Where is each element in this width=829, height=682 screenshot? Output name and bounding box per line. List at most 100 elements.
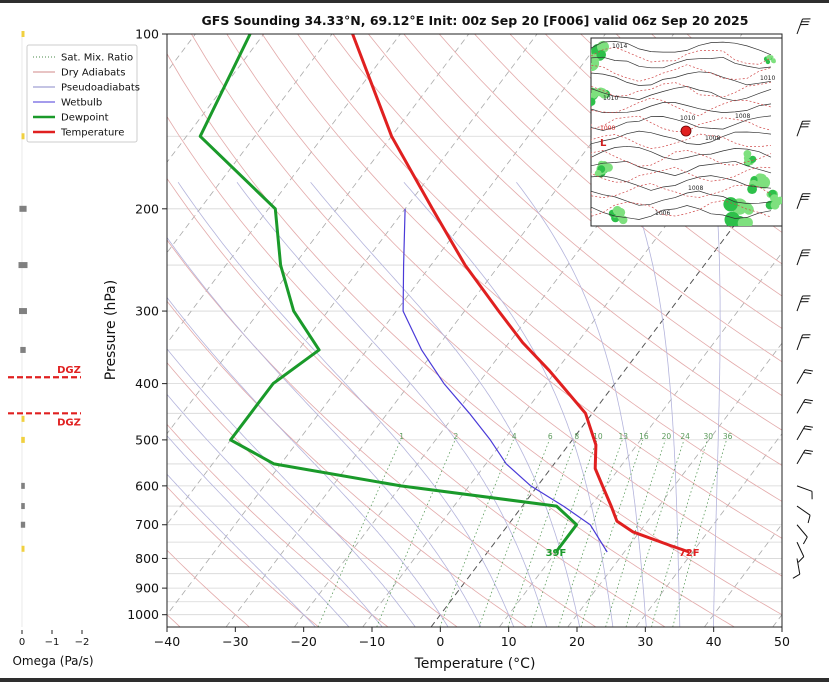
axes: −40 −30 −20 −10 0 10 20 30 40 50 100 200 300 400 500 60… xyxy=(127,27,790,650)
series-wetbulb-line xyxy=(402,208,608,553)
y-tick-label: 300 xyxy=(135,304,159,319)
omega-axis-label: Omega (Pa/s) xyxy=(12,654,93,668)
map-contour-label: 1010 xyxy=(680,115,695,122)
pseudoadiabat-line xyxy=(167,296,449,627)
wind-barb-staff xyxy=(796,425,806,441)
map-contour-line xyxy=(591,115,772,131)
wind-barb xyxy=(796,425,813,441)
y-tick-label: 1000 xyxy=(127,607,159,622)
wind-barb-staff xyxy=(796,541,805,557)
x-tick-label: −40 xyxy=(154,634,180,649)
pseudoadiabat-line xyxy=(177,181,515,627)
dry-adiabat-line xyxy=(226,34,782,539)
map-contour-label: 1010 xyxy=(603,95,618,102)
omega-bar xyxy=(20,346,26,353)
omega-bar xyxy=(20,521,26,528)
mixing-ratio-label: 6 xyxy=(548,432,553,441)
dry-adiabat-line xyxy=(438,34,782,329)
dry-adiabat-line xyxy=(332,34,782,431)
isotherm-line xyxy=(167,34,606,616)
wind-barb-flag xyxy=(803,428,812,431)
mixing-ratio-label: 24 xyxy=(680,432,690,441)
map-contour-label: 1008 xyxy=(735,113,750,120)
map-precip-area xyxy=(744,158,751,166)
mixing-ratio-label: 16 xyxy=(639,432,649,441)
series-dewpoint-line xyxy=(198,34,579,553)
dry-adiabat-line xyxy=(167,362,458,627)
surface-dewpoint-label: 39F xyxy=(546,548,567,559)
mixing-ratio-label: 2 xyxy=(454,432,459,441)
isotherm-line xyxy=(294,34,743,627)
window-top-border xyxy=(0,0,829,3)
wind-barb-staff xyxy=(796,485,813,492)
mixing-ratio-label: 13 xyxy=(619,432,629,441)
wind-barb-staff xyxy=(796,295,803,312)
wind-barb xyxy=(796,485,813,500)
x-tick-label: −10 xyxy=(359,634,385,649)
wind-barb-staff xyxy=(796,524,808,538)
dgz-label: DGZ xyxy=(57,417,81,428)
wind-barb-staff xyxy=(796,334,803,351)
wind-barb-flag xyxy=(807,515,811,524)
isotherm-line xyxy=(635,433,782,627)
map-precip-area xyxy=(757,176,771,189)
pseudoadiabat-line xyxy=(167,348,416,627)
pseudoadiabat-line xyxy=(167,435,350,627)
plot-frame xyxy=(166,33,783,628)
wind-barb xyxy=(796,505,811,524)
mixing-ratio-line xyxy=(439,439,514,627)
mixing-ratio-line xyxy=(376,439,456,627)
dgz-label: DGZ xyxy=(57,365,81,376)
mixing-ratio-label: 20 xyxy=(662,432,672,441)
y-tick-label: 500 xyxy=(135,432,159,447)
wind-barbs xyxy=(792,18,813,579)
wind-barb xyxy=(796,295,811,312)
dry-adiabat-line xyxy=(167,239,597,627)
isotherm-line xyxy=(167,34,470,435)
map-precip-area xyxy=(742,202,753,213)
y-axis-label: Pressure (hPa) xyxy=(103,280,119,380)
mixing-ratio-label: 1 xyxy=(399,432,404,441)
legend-entry-label: Dry Adiabats xyxy=(61,68,125,79)
wind-barb xyxy=(792,558,801,579)
dry-adiabat-line xyxy=(474,34,782,297)
pseudoadiabat-line xyxy=(167,393,383,627)
dry-adiabat-line xyxy=(167,52,782,616)
window-bottom-border xyxy=(0,678,829,682)
map-dashed-contour xyxy=(591,166,772,183)
wind-barb xyxy=(796,193,811,209)
omega-tick-label: −2 xyxy=(75,637,90,648)
wind-barb xyxy=(796,449,813,465)
y-tick-label: 900 xyxy=(135,581,159,596)
map-contour-line xyxy=(591,160,772,176)
wind-barb-flag xyxy=(797,556,805,563)
omega-bar xyxy=(21,436,25,443)
omega-bar xyxy=(21,545,25,552)
pseudoadiabat-line xyxy=(236,181,548,627)
wind-barb-flag xyxy=(802,536,808,545)
map-contour-line xyxy=(591,130,772,145)
dry-adiabat-line xyxy=(167,115,735,627)
mixing-ratio-label: 8 xyxy=(574,432,579,441)
pseudoadiabat-line xyxy=(516,181,647,627)
mixing-ratio-label: 36 xyxy=(723,432,733,441)
map-precip-area xyxy=(594,170,602,177)
dry-adiabat-line xyxy=(167,486,319,627)
isotherm-line xyxy=(704,523,782,627)
y-tick-label: 800 xyxy=(135,551,159,566)
map-contour-label: 1008 xyxy=(705,135,720,142)
map-dashed-contour xyxy=(591,81,772,98)
map-contour-line xyxy=(591,71,772,86)
mixing-ratio-line xyxy=(558,439,623,627)
mixing-ratio-label: 30 xyxy=(704,432,714,441)
y-tick-label: 600 xyxy=(135,478,159,493)
legend-entry-label: Pseudoadiabats xyxy=(61,83,140,94)
y-tick-label: 100 xyxy=(135,27,159,42)
map-precip-area xyxy=(741,217,753,226)
wind-barb-flag xyxy=(804,425,813,428)
x-tick-label: 50 xyxy=(774,634,790,649)
map-precip-area xyxy=(770,194,779,203)
surface-temperature-label: 72F xyxy=(679,548,700,559)
legend-entry-label: Wetbulb xyxy=(61,98,102,109)
x-tick-label: 30 xyxy=(637,634,653,649)
